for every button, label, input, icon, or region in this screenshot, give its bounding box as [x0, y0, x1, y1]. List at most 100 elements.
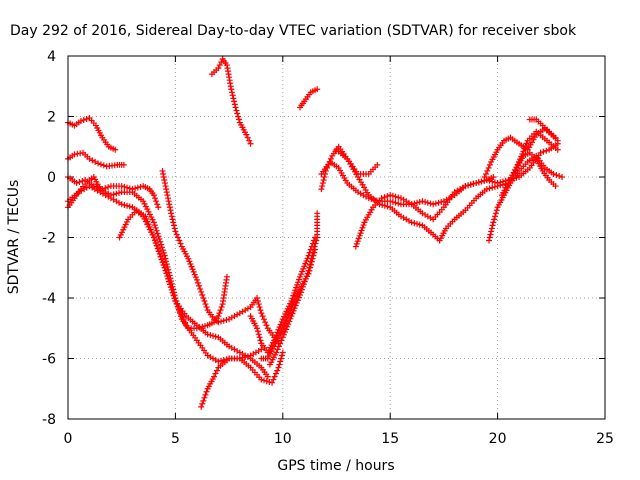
data-point — [305, 267, 312, 274]
data-point — [168, 210, 175, 217]
data-point — [116, 189, 123, 196]
data-point — [216, 62, 223, 69]
data-point — [155, 233, 162, 240]
data-point — [290, 307, 297, 314]
data-point — [242, 353, 249, 360]
data-point — [306, 264, 313, 271]
series-track-19 — [481, 125, 561, 180]
data-point — [432, 200, 439, 207]
data-point — [161, 177, 168, 184]
data-point — [170, 219, 177, 226]
data-point — [483, 186, 490, 193]
y-tick-label: -4 — [42, 291, 56, 307]
x-tick-labels: 0 5 10 15 20 25 — [64, 431, 614, 447]
data-point — [438, 198, 445, 205]
data-point — [263, 322, 270, 329]
data-point — [173, 300, 180, 307]
data-point — [153, 227, 160, 234]
data-point — [493, 207, 500, 214]
x-axis-label: GPS time / hours — [277, 458, 394, 474]
data-point — [489, 222, 496, 229]
data-point — [384, 193, 391, 200]
data-point — [270, 376, 277, 383]
data-point — [190, 268, 197, 275]
data-point — [147, 226, 154, 233]
data-point — [283, 326, 290, 333]
data-point — [153, 242, 160, 249]
data-point — [497, 182, 504, 189]
data-point — [256, 334, 263, 341]
data-point — [379, 201, 386, 208]
data-point — [243, 131, 250, 138]
data-point — [191, 271, 198, 278]
data-point — [201, 322, 208, 329]
data-point — [485, 164, 492, 171]
y-tick-label: -8 — [42, 412, 56, 428]
data-point — [494, 183, 501, 190]
data-point — [301, 263, 308, 270]
data-point — [289, 310, 296, 317]
data-point — [387, 192, 394, 199]
data-point — [312, 240, 319, 247]
data-point — [189, 266, 196, 273]
data-point — [302, 260, 309, 267]
data-point — [203, 388, 210, 395]
data-point — [159, 247, 166, 254]
data-point — [158, 244, 165, 251]
data-point — [258, 376, 265, 383]
data-point — [422, 198, 429, 205]
data-point — [279, 334, 286, 341]
data-point — [357, 230, 364, 237]
data-point — [486, 185, 493, 192]
data-point — [161, 252, 168, 259]
data-point — [150, 192, 157, 199]
data-point — [223, 316, 230, 323]
data-point — [246, 137, 253, 144]
data-point — [275, 326, 282, 333]
data-point — [374, 161, 381, 168]
data-point — [275, 364, 282, 371]
data-point — [154, 245, 161, 252]
data-point — [486, 234, 493, 241]
data-point — [321, 174, 328, 180]
data-point — [202, 391, 209, 398]
data-point — [178, 311, 185, 318]
data-point — [277, 358, 284, 365]
data-point — [154, 201, 161, 208]
data-point — [186, 258, 193, 265]
data-point — [302, 275, 309, 282]
data-point — [483, 170, 490, 177]
data-point — [179, 314, 186, 321]
data-point — [264, 373, 271, 380]
data-point — [73, 180, 80, 187]
data-point — [281, 329, 288, 336]
data-point — [353, 240, 360, 247]
data-point — [292, 287, 299, 294]
data-point — [416, 221, 423, 228]
data-point — [151, 237, 158, 244]
data-point — [113, 190, 120, 197]
data-point — [255, 331, 262, 338]
data-point — [284, 323, 291, 330]
x-tick-label: 15 — [381, 431, 399, 447]
data-point — [167, 207, 174, 214]
data-point — [132, 185, 139, 192]
data-point — [488, 225, 495, 232]
data-point — [218, 318, 225, 325]
data-point — [223, 273, 230, 280]
data-point — [292, 302, 299, 309]
data-point — [215, 313, 222, 320]
data-point — [231, 101, 238, 108]
plot-frame — [67, 55, 606, 420]
data-point — [158, 241, 165, 248]
data-point — [97, 161, 104, 168]
data-point — [173, 231, 180, 238]
data-point — [167, 284, 174, 291]
data-point — [378, 195, 385, 202]
data-point — [174, 303, 181, 310]
data-point — [165, 198, 172, 205]
data-point — [293, 299, 300, 306]
series-track-7 — [159, 167, 282, 347]
data-point — [523, 140, 530, 147]
